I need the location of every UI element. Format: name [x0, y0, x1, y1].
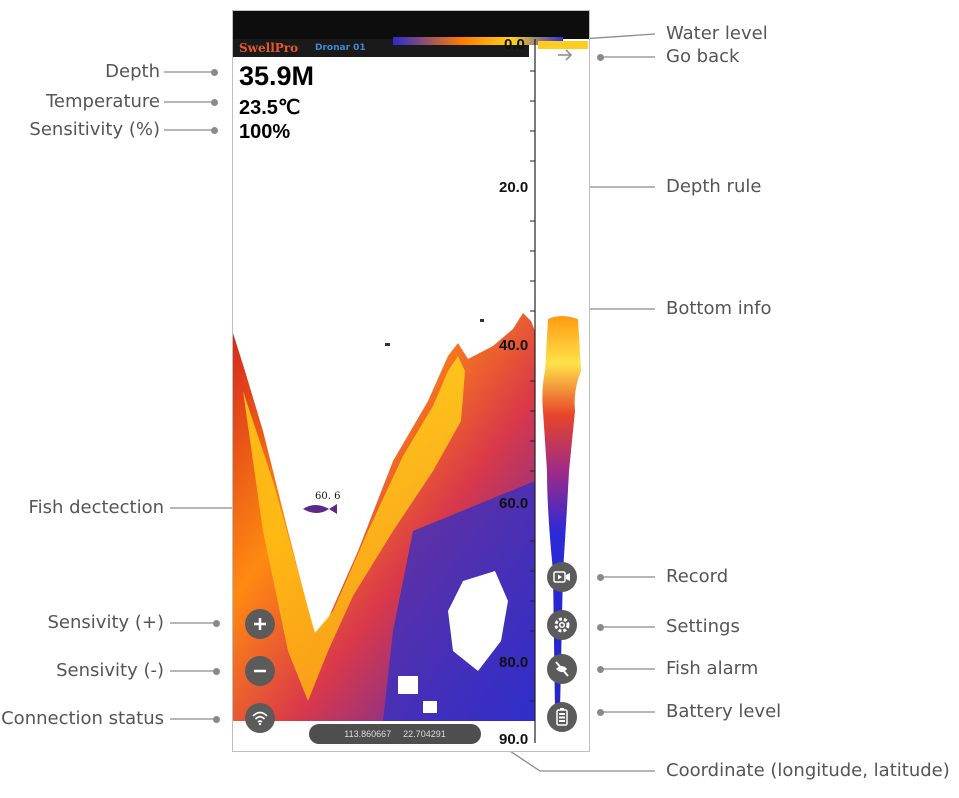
callout-dot: [213, 668, 220, 675]
plus-icon: [254, 618, 266, 630]
callout-go-back: Go back: [666, 46, 740, 67]
callout-depth-rule: Depth rule: [666, 176, 762, 197]
arrow-right-icon: [558, 49, 573, 61]
status-bar: [233, 11, 589, 39]
callout-fish-alarm: Fish alarm: [666, 658, 759, 679]
depth-value: 35.9M: [239, 61, 315, 91]
callout-dot: [211, 127, 218, 134]
wifi-icon: [252, 711, 268, 726]
battery-icon: [556, 708, 568, 726]
connection-status-button[interactable]: [245, 703, 275, 733]
go-back-button[interactable]: [556, 47, 574, 61]
sensitivity-value: 100%: [239, 121, 291, 143]
depth-tick: 0.0: [504, 36, 525, 53]
gear-icon: [554, 617, 570, 633]
callout-dot: [211, 69, 218, 76]
callout-dot: [597, 574, 604, 581]
temperature-value: 23.5℃: [239, 97, 301, 119]
device-name: Dronar 01: [315, 43, 366, 53]
callout-battery-level: Battery level: [666, 701, 782, 722]
longitude-value: 113.860667: [344, 729, 392, 739]
coordinate-display: 113.860667 22.704291: [309, 724, 481, 744]
settings-button[interactable]: [547, 610, 577, 640]
depth-tick: 40.0: [499, 337, 529, 354]
phone-screen: SwellPro Dronar 01: [232, 10, 590, 752]
video-record-icon: [553, 571, 570, 583]
minus-icon: [254, 669, 266, 673]
record-button[interactable]: [547, 562, 577, 592]
callout-coordinate: Coordinate (longitude, latitude): [666, 760, 950, 781]
depth-tick: 80.0: [499, 654, 529, 671]
depth-tick: 20.0: [499, 179, 529, 196]
callout-dot: [597, 666, 604, 673]
fish-depth-label: 60. 6: [315, 491, 341, 502]
fish-alarm-button[interactable]: [547, 654, 577, 684]
callout-dot: [597, 709, 604, 716]
callout-bottom-info: Bottom info: [666, 298, 772, 319]
battery-button[interactable]: [547, 702, 577, 732]
callout-dot: [211, 99, 218, 106]
callout-dot: [597, 624, 604, 631]
callout-fish-detection: Fish dectection: [28, 497, 164, 518]
callout-connection-status: Connection status: [1, 708, 164, 729]
callout-water-level: Water level: [666, 23, 768, 44]
callout-depth: Depth: [105, 61, 160, 82]
callout-dot: [213, 716, 220, 723]
brand-logo: SwellPro: [239, 41, 299, 55]
callout-settings: Settings: [666, 616, 740, 637]
sonar-image: [233, 37, 588, 743]
callout-temperature: Temperature: [45, 91, 160, 112]
callout-sensitivity-plus: Sensivity (+): [47, 612, 165, 633]
callout-record: Record: [666, 566, 729, 587]
callout-sensitivity-minus: Sensivity (-): [56, 660, 164, 681]
callout-sensitivity: Sensitivity (%): [29, 119, 160, 140]
callout-dot: [597, 54, 604, 61]
depth-tick: 60.0: [499, 495, 529, 512]
sensitivity-minus-button[interactable]: [245, 656, 275, 686]
callout-dot: [213, 620, 220, 627]
fish-alarm-off-icon: [555, 661, 569, 677]
latitude-value: 22.704291: [403, 729, 446, 739]
sensitivity-plus-button[interactable]: [245, 609, 275, 639]
depth-tick: 90.0: [499, 731, 529, 748]
